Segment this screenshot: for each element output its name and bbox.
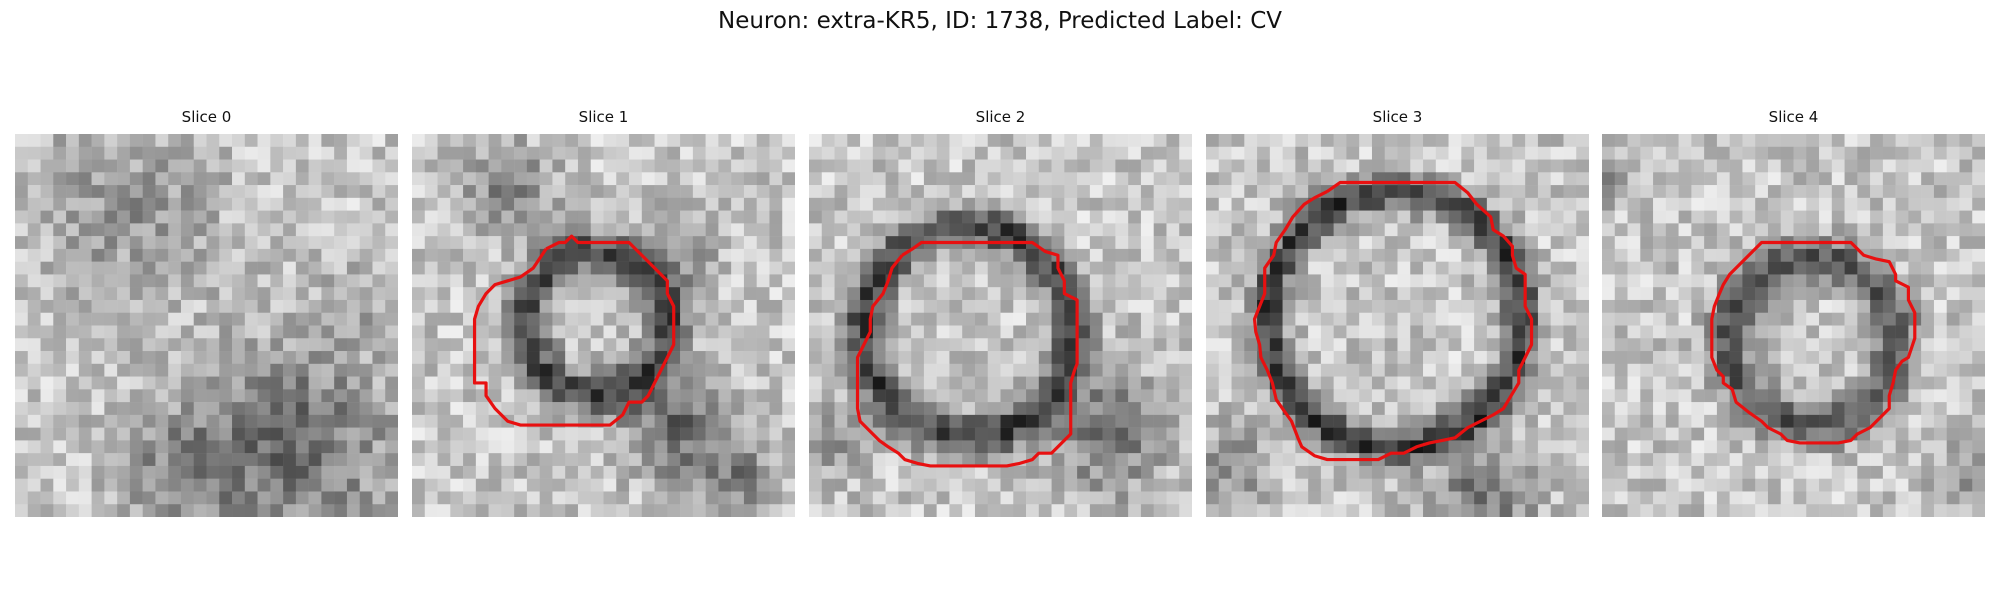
- slice-panels: Slice 0 Slice 1 Slice 2 Slice 3: [15, 108, 1985, 518]
- slice-image-0: [15, 134, 398, 517]
- slice-image-4: [1602, 134, 1985, 517]
- slice-title-4: Slice 4: [1602, 108, 1985, 126]
- pixel-grid-2: [809, 134, 1192, 517]
- slice-title-2: Slice 2: [809, 108, 1192, 126]
- slice-image-3: [1206, 134, 1589, 517]
- slice-1-svg: [412, 134, 795, 517]
- slice-image-1: [412, 134, 795, 517]
- slice-title-1: Slice 1: [412, 108, 795, 126]
- slice-image-2: [809, 134, 1192, 517]
- pixel-grid-1: [412, 134, 795, 517]
- figure-title: Neuron: extra-KR5, ID: 1738, Predicted L…: [0, 8, 2000, 34]
- slice-4-svg: [1602, 134, 1985, 517]
- pixel-grid-4: [1602, 134, 1985, 517]
- pixel-grid-0: [15, 134, 398, 517]
- slice-0-svg: [15, 134, 398, 517]
- slice-2-svg: [809, 134, 1192, 517]
- slice-title-3: Slice 3: [1206, 108, 1589, 126]
- slice-3-svg: [1206, 134, 1589, 517]
- slice-title-0: Slice 0: [15, 108, 398, 126]
